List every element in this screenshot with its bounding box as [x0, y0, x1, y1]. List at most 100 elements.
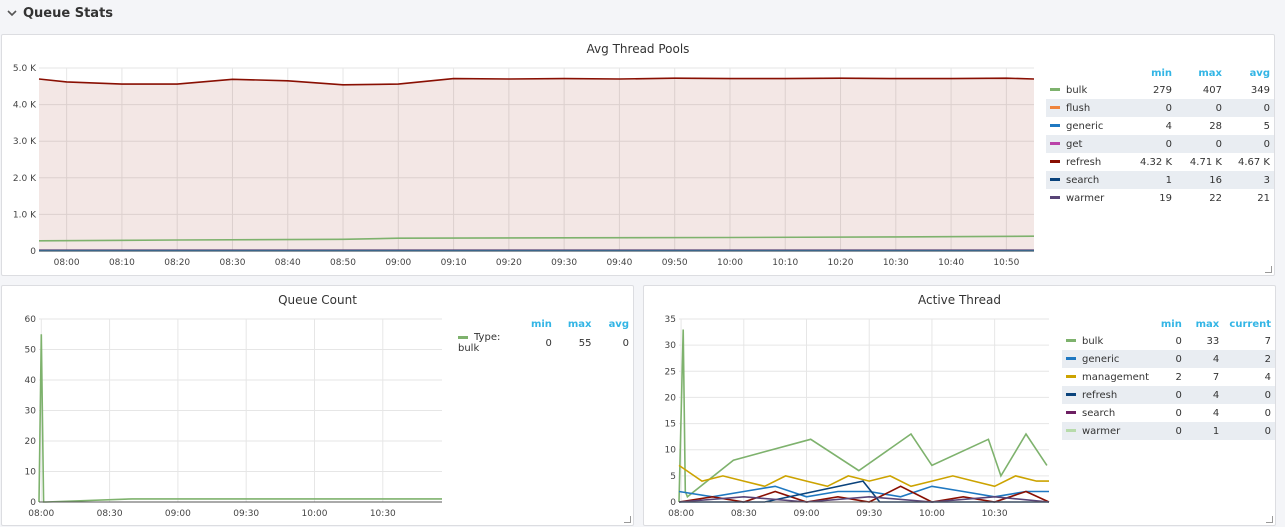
legend-series-label[interactable]: Type: bulk	[458, 332, 501, 354]
legend-series-label[interactable]: bulk	[1066, 84, 1088, 96]
legend-avg-value: 7	[1264, 335, 1271, 347]
legend-row[interactable]: bulk 279 407 349	[1046, 81, 1274, 99]
legend-series-name[interactable]: refresh	[1062, 386, 1156, 404]
series-line-bulk[interactable]	[678, 329, 1048, 503]
y-tick-label: 50	[25, 346, 37, 356]
legend-series-name[interactable]: generic	[1046, 117, 1131, 135]
legend-max-value: 28	[1209, 120, 1222, 132]
legend-header-max[interactable]: max	[1198, 67, 1222, 79]
series-color-swatch	[1050, 124, 1060, 127]
active-thread-chart[interactable]: 0 5 10 15 20 25 30 35 08:00 08:30 09:00 09:30 10:00 1…	[644, 286, 1059, 524]
series-line-management[interactable]	[678, 464, 1049, 488]
queue-count-chart[interactable]: 0 10 20 30 40 50 60 08:00 08:30 09:00 09:30 10:00 10…	[2, 286, 452, 524]
legend-avg-value: 5	[1263, 120, 1270, 132]
x-tick-label: 08:30	[97, 509, 123, 519]
legend-header-avg[interactable]: avg	[1249, 67, 1270, 79]
chevron-down-icon[interactable]	[7, 9, 17, 17]
series-line-bulk[interactable]	[38, 235, 1035, 242]
legend-series-label[interactable]: refresh	[1082, 389, 1118, 401]
series-color-swatch	[1066, 357, 1076, 360]
legend-header-min[interactable]: min	[1151, 67, 1173, 79]
series-line-warmer[interactable]	[678, 495, 1050, 503]
legend-series-label[interactable]: bulk	[1082, 335, 1104, 347]
x-tick-label: 10:20	[828, 258, 854, 268]
legend-header-max[interactable]: max	[567, 318, 592, 330]
row-header[interactable]: Queue Stats	[0, 0, 1285, 26]
legend-row[interactable]: refresh 0 4 0	[1062, 386, 1275, 404]
legend-max-value: 1	[1185, 422, 1224, 440]
legend-row[interactable]: warmer 19 22 21	[1046, 189, 1274, 207]
legend-series-name[interactable]: refresh	[1046, 153, 1131, 171]
x-tick-label: 08:40	[275, 258, 301, 268]
legend-series-label[interactable]: flush	[1066, 102, 1091, 114]
legend-min-value: 19	[1159, 192, 1173, 204]
legend-series-label[interactable]: get	[1066, 138, 1083, 150]
legend-series-label[interactable]: generic	[1066, 120, 1104, 132]
legend-row[interactable]: warmer 0 1 0	[1062, 422, 1275, 440]
legend-header-avg[interactable]: avg	[608, 318, 629, 330]
legend-series-name[interactable]: flush	[1046, 99, 1132, 117]
series-color-swatch	[1050, 178, 1060, 181]
x-tick-label: 10:00	[302, 509, 328, 519]
resize-handle[interactable]	[1266, 516, 1273, 523]
legend-series-label[interactable]: search	[1066, 174, 1100, 186]
legend-series-name[interactable]: Type: bulk	[454, 332, 522, 354]
legend-series-label[interactable]: management	[1082, 371, 1149, 383]
avg-thread-pools-chart[interactable]: 0 1.0 K 2.0 K 3.0 K 4.0 K 5.0 K 08:00 08:10 08:2…	[2, 35, 1042, 273]
panel-title[interactable]: Avg Thread Pools	[586, 42, 690, 56]
x-tick-label: 09:30	[233, 509, 259, 519]
legend-series-label[interactable]: refresh	[1066, 156, 1102, 168]
legend-series-name[interactable]: search	[1062, 404, 1156, 422]
y-tick-label: 4.0 K	[13, 101, 37, 111]
row-title: Queue Stats	[23, 5, 114, 21]
series-line-refresh[interactable]	[38, 77, 1035, 86]
x-tick-label: 08:00	[54, 258, 80, 268]
y-tick-label: 0	[30, 247, 36, 257]
legend-row[interactable]: generic 4 28 5	[1046, 117, 1274, 135]
legend-series-label[interactable]: search	[1082, 407, 1116, 419]
legend-series-label[interactable]: warmer	[1082, 425, 1121, 437]
series-line-generic[interactable]	[678, 485, 1049, 498]
x-tick-label: 08:00	[668, 509, 694, 519]
series-color-swatch	[458, 335, 468, 339]
legend-header-max[interactable]: max	[1195, 318, 1220, 330]
y-tick-label: 15	[665, 420, 676, 430]
legend-series-name[interactable]: bulk	[1062, 332, 1156, 350]
legend-series-name[interactable]: management	[1062, 368, 1156, 386]
x-tick-label: 09:30	[551, 258, 577, 268]
series-line-refresh[interactable]	[678, 485, 1050, 503]
legend-avg-value: 0	[1264, 407, 1271, 419]
legend-avg-value: 3	[1225, 171, 1274, 189]
legend-series-label[interactable]: generic	[1082, 353, 1120, 365]
legend-series-name[interactable]: warmer	[1062, 422, 1156, 440]
legend-series-name[interactable]: generic	[1062, 350, 1156, 368]
panel-title[interactable]: Queue Count	[278, 293, 357, 307]
legend-row[interactable]: management 2 7 4	[1062, 368, 1275, 386]
legend-row[interactable]: generic 0 4 2	[1062, 350, 1275, 368]
legend-row[interactable]: Type: bulk 0 55 0	[454, 332, 633, 354]
y-tick-label: 20	[25, 437, 37, 447]
legend-row[interactable]: bulk 0 33 7	[1062, 332, 1275, 350]
legend-series-label[interactable]: warmer	[1066, 192, 1105, 204]
legend-row[interactable]: refresh 4.32 K 4.71 K 4.67 K	[1046, 153, 1274, 171]
legend-header-min[interactable]: min	[1160, 318, 1182, 330]
legend-series-name[interactable]: bulk	[1046, 81, 1131, 99]
resize-handle[interactable]	[624, 516, 631, 523]
legend-row[interactable]: search 1 16 3	[1046, 171, 1274, 189]
legend-series-name[interactable]: search	[1046, 171, 1132, 189]
x-tick-label: 08:20	[164, 258, 190, 268]
legend-row[interactable]: flush 0 0 0	[1046, 99, 1274, 117]
panel-title[interactable]: Active Thread	[918, 293, 1001, 307]
resize-handle[interactable]	[1265, 266, 1272, 273]
series-area-refresh	[39, 78, 1034, 251]
legend-max-value: 22	[1209, 192, 1222, 204]
series-line-Type: bulk[interactable]	[38, 334, 442, 503]
legend-series-name[interactable]: get	[1046, 135, 1132, 153]
legend-row[interactable]: get 0 0 0	[1046, 135, 1274, 153]
y-tick-label: 30	[25, 407, 37, 417]
legend-row[interactable]: search 0 4 0	[1062, 404, 1275, 422]
x-tick-label: 09:00	[385, 258, 411, 268]
legend-header-current[interactable]: current	[1229, 318, 1271, 330]
legend-series-name[interactable]: warmer	[1046, 189, 1131, 207]
legend-header-min[interactable]: min	[530, 318, 552, 330]
